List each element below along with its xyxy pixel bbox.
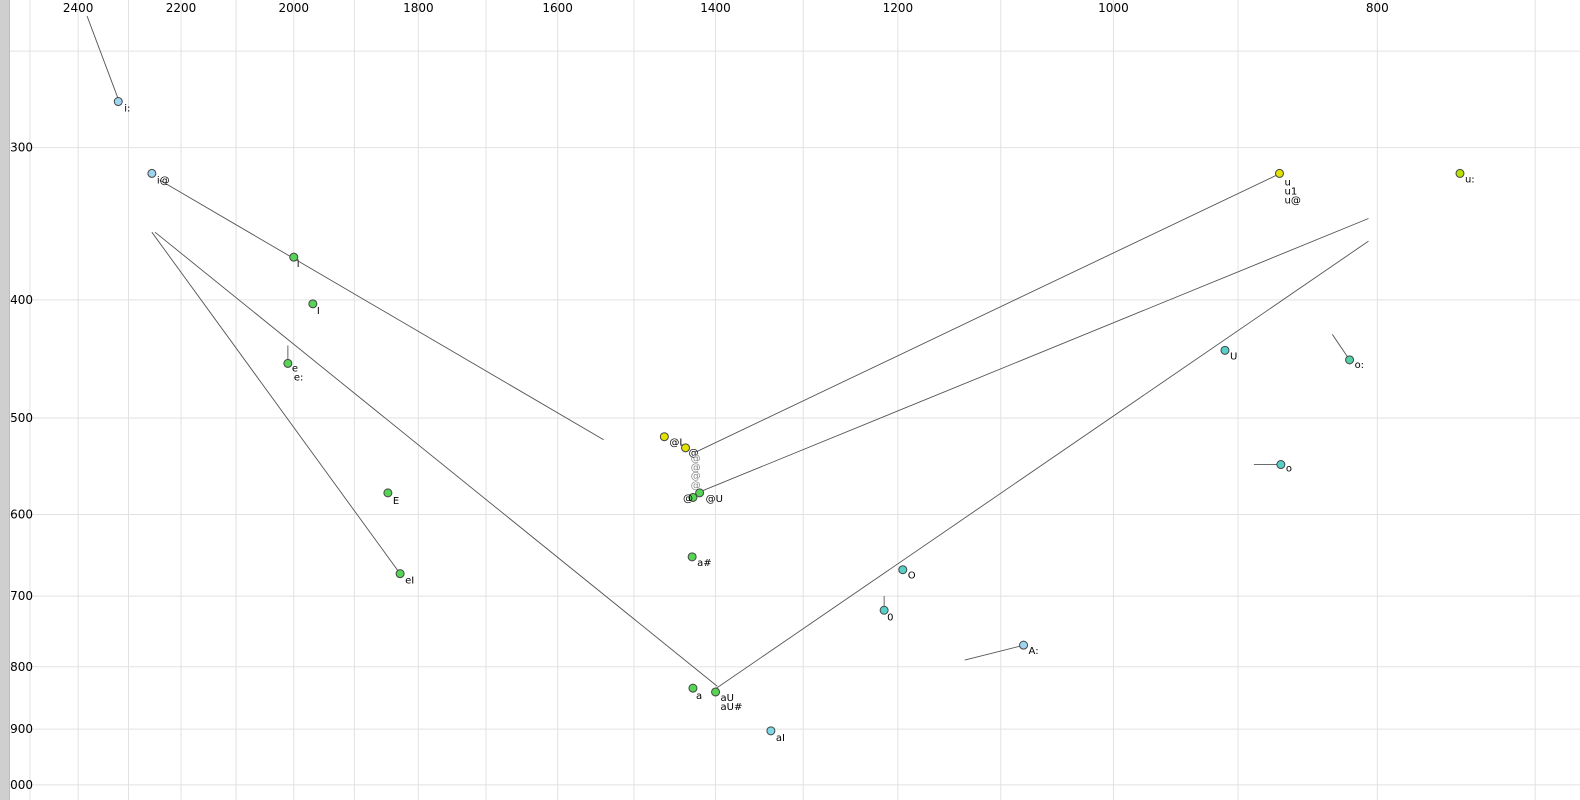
point-label: u: [1465,174,1475,185]
data-point[interactable] [1019,640,1029,650]
y-axis-tick-label: 1000 [2,778,33,792]
point-label: a# [697,558,712,569]
point-label: @U [706,494,723,505]
data-point[interactable] [1455,168,1465,178]
point-label: a [696,691,702,702]
x-axis-tick-label: 2400 [63,1,94,15]
data-point[interactable] [711,687,721,697]
x-axis-tick-label: 800 [1366,1,1389,15]
x-axis-tick-label: 1400 [700,1,731,15]
point-label: e [292,363,298,374]
y-axis-tick-label: 400 [10,293,33,307]
y-axis-tick-label: 500 [10,411,33,425]
point-label: eI [405,576,414,587]
x-axis-tick-label: 1600 [542,1,573,15]
data-point[interactable] [147,168,157,178]
point-label: e: [294,372,304,383]
trajectory-line [699,218,1369,493]
point-label: @ [683,493,693,504]
point-label: aI [776,733,785,744]
point-label: o [1286,464,1292,475]
trajectory-line [154,231,718,687]
data-point[interactable] [688,683,698,693]
data-point[interactable] [695,488,705,498]
data-point[interactable] [898,565,908,575]
point-label: i@ [157,175,170,186]
point-label: aU [721,693,734,704]
trajectory-line [964,645,1022,661]
data-point[interactable] [113,97,123,107]
point-label: u@ [1284,195,1300,206]
y-axis-tick-label: 700 [10,589,33,603]
y-axis-tick-label: 800 [10,660,33,674]
point-label: @ [691,471,701,482]
y-axis-tick-label: 300 [10,141,33,155]
point-label: E [393,496,399,507]
point-label: @ [691,480,701,491]
data-point[interactable] [681,443,691,453]
point-label: U [1230,351,1237,362]
data-point[interactable] [383,488,393,498]
data-point[interactable] [688,492,698,502]
y-axis-tick-label: 600 [10,507,33,521]
point-label: o: [1355,360,1365,371]
trajectory-line [696,174,1277,453]
x-axis-tick-label: 1200 [883,1,914,15]
trajectory-line [151,231,401,574]
data-point[interactable] [283,358,293,368]
x-axis-tick-label: 1800 [403,1,434,15]
data-point[interactable] [1345,355,1355,365]
point-label: @ [691,454,701,465]
window-edge-strip [0,0,10,800]
point-label: @ [689,448,699,459]
point-label: u [1284,177,1290,188]
data-point[interactable] [1276,460,1286,470]
y-axis-tick-label: 900 [10,722,33,736]
point-label: i: [124,104,130,115]
point-label: i [297,259,300,270]
point-label: A: [1029,646,1039,657]
data-point[interactable] [1274,168,1284,178]
x-axis-tick-label: 1000 [1098,1,1129,15]
trajectory-line [1332,334,1350,361]
point-label: O [908,571,916,582]
point-label: @ [691,462,701,473]
data-point[interactable] [659,432,669,442]
point-label: u1 [1284,186,1297,197]
point-label: aU# [721,702,743,713]
x-axis-tick-label: 2000 [278,1,309,15]
trajectory-line [86,15,119,98]
x-axis-tick-label: 2200 [166,1,197,15]
trajectory-line [159,179,604,441]
data-point[interactable] [308,299,318,309]
data-point[interactable] [289,252,299,262]
point-label: I [317,306,320,317]
data-point[interactable] [1220,345,1230,355]
data-point[interactable] [395,569,405,579]
point-label: @L [669,438,685,449]
data-point[interactable] [687,552,697,562]
data-point[interactable] [766,726,776,736]
data-point[interactable] [879,605,889,615]
point-label: 0 [887,612,893,623]
trajectory-line [715,240,1369,690]
